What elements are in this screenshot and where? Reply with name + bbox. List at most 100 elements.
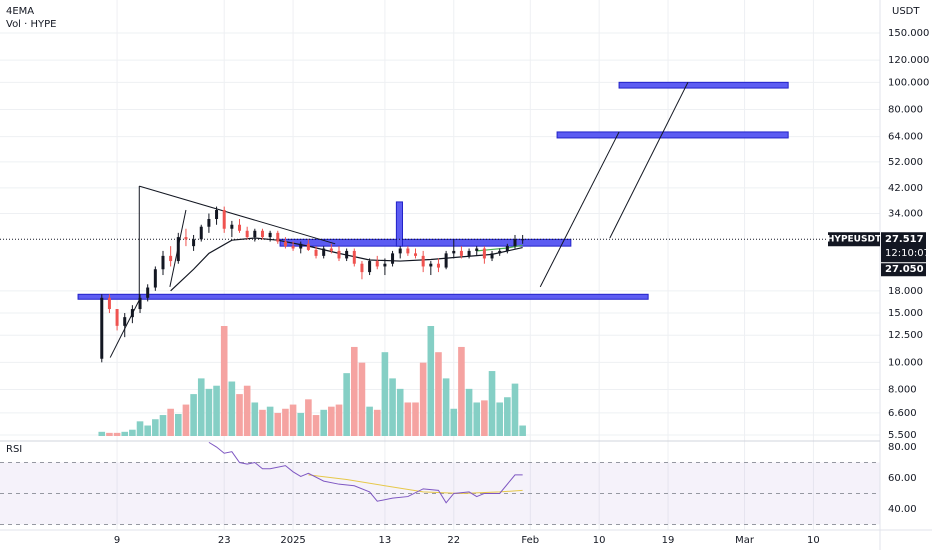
candle-body — [329, 248, 333, 251]
candle-body — [490, 253, 494, 259]
volume-bar — [473, 402, 481, 436]
volume-bar — [266, 406, 274, 436]
price-zone — [556, 131, 789, 139]
candle-body — [314, 249, 318, 256]
volume-bar — [182, 404, 190, 436]
y-tick-label: 150.000 — [888, 28, 929, 39]
volume-bar — [106, 432, 113, 436]
candle-body — [459, 250, 463, 256]
x-tick-label: 19 — [662, 535, 675, 546]
candle-body — [107, 297, 111, 310]
volume-bar — [488, 371, 496, 436]
candle-body — [207, 219, 211, 227]
volume-bar — [98, 431, 106, 436]
ema-tag — [881, 263, 926, 277]
x-tick-label: 10 — [807, 535, 820, 546]
x-tick-label: Feb — [521, 535, 539, 546]
volume-bar — [373, 409, 381, 436]
indicator-title: 4EMA — [6, 6, 34, 17]
y-tick-label: 100.000 — [888, 77, 929, 88]
candle-body — [253, 230, 257, 238]
volume-bar — [129, 429, 136, 436]
candle-body — [521, 239, 525, 241]
candle-body — [352, 250, 356, 264]
volume-bar — [259, 409, 266, 436]
candle-body — [482, 248, 486, 259]
volume-bar — [519, 425, 526, 436]
candle-body — [199, 226, 203, 240]
price-zone — [279, 238, 572, 247]
volume-bar — [404, 402, 412, 436]
price-tag-label: 27.517 — [885, 234, 924, 245]
x-tick-label: 23 — [218, 535, 231, 546]
volume-bar — [381, 352, 389, 436]
volume-bar — [144, 425, 151, 436]
candle-body — [375, 261, 379, 267]
candle-body — [383, 263, 387, 267]
x-tick-label: 22 — [447, 535, 460, 546]
candle-body — [421, 255, 425, 267]
volume-bar — [228, 381, 236, 436]
rsi-tick-label: 60.00 — [888, 473, 917, 484]
volume-bar — [205, 388, 213, 436]
candle-body — [222, 209, 226, 229]
candle-body — [146, 287, 150, 298]
volume-bar — [328, 406, 335, 436]
candle-body — [176, 237, 180, 262]
volume-bar — [297, 412, 305, 436]
y-tick-label: 12.500 — [888, 330, 923, 341]
volume-bar — [159, 415, 167, 436]
rsi-title: RSI — [6, 444, 22, 455]
candle-body — [291, 246, 295, 249]
volume-bar — [496, 402, 503, 436]
candle-body — [299, 243, 303, 249]
volume-bar — [312, 415, 320, 436]
volume-bar — [305, 399, 312, 436]
candle-body — [398, 248, 402, 254]
volume-bar — [504, 397, 511, 436]
volume-bar — [435, 352, 442, 436]
volume-bar — [343, 373, 350, 436]
volume-bar — [450, 408, 458, 436]
plot — [0, 81, 880, 504]
y-tick-label: 120.000 — [888, 55, 929, 66]
y-tick-label: 52.000 — [888, 157, 923, 168]
candle-body — [391, 253, 395, 264]
ema-tag-label: 27.050 — [885, 264, 924, 275]
candle-body — [245, 230, 249, 238]
candle-body — [268, 232, 272, 238]
y-tick-label: 6.600 — [888, 408, 917, 419]
x-tick-label: 10 — [593, 535, 606, 546]
candle-body — [444, 253, 448, 268]
y-tick-label: 15.000 — [888, 308, 923, 319]
candle-body — [436, 263, 440, 268]
y-tick-label: 8.000 — [888, 384, 917, 395]
volume-bar — [458, 346, 465, 436]
candle-body — [115, 309, 119, 326]
y-tick-label: 42.000 — [888, 183, 923, 194]
volume-bar — [236, 394, 243, 436]
x-tick-label: 9 — [114, 535, 120, 546]
candle-body — [238, 224, 242, 231]
volume-bar — [289, 404, 297, 436]
candle-body — [123, 317, 127, 326]
candle-body — [306, 243, 310, 250]
volume-bar — [335, 404, 343, 436]
candle-body — [153, 269, 157, 288]
y-tick-label: 80.000 — [888, 104, 923, 115]
rsi-tick-label: 80.00 — [888, 442, 917, 453]
candle-body — [184, 237, 188, 240]
candle-body — [475, 248, 479, 251]
volume-bar — [465, 388, 473, 436]
candle-body — [100, 297, 104, 359]
symbol-tag — [828, 232, 880, 247]
volume-bar — [197, 378, 205, 436]
currency-label: USDT — [892, 6, 920, 17]
volume-bar — [282, 408, 289, 436]
candle-body — [498, 250, 502, 254]
candle-body — [452, 250, 456, 254]
candle-body — [368, 261, 372, 273]
volume-bar — [511, 383, 519, 436]
candle-body — [230, 224, 234, 229]
